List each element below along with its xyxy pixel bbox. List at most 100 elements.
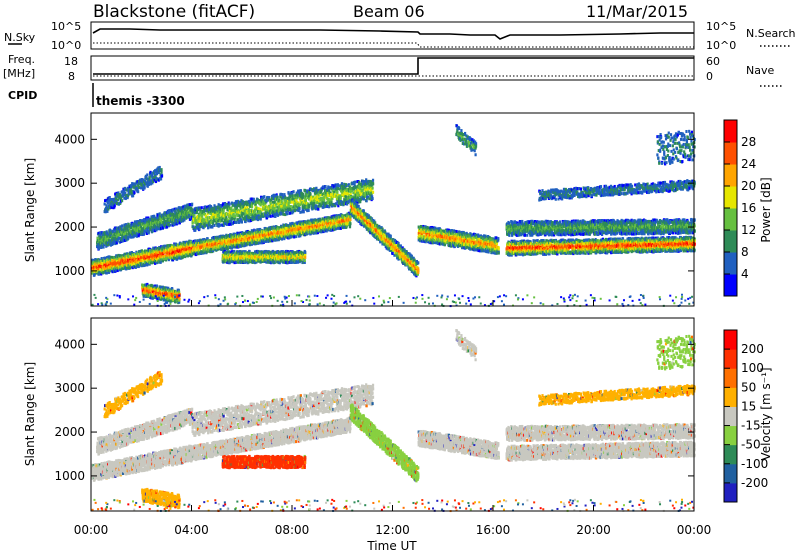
power-cell — [230, 206, 233, 210]
power-cell — [104, 199, 107, 203]
power-cell — [110, 205, 113, 209]
power-cell — [134, 253, 138, 257]
power-cell — [153, 178, 156, 182]
power-cell — [156, 213, 159, 217]
power-cell — [139, 222, 142, 226]
power-cell — [142, 187, 145, 191]
power-cell — [112, 265, 115, 269]
power-cell — [116, 269, 119, 273]
power-cell — [148, 176, 151, 180]
power-cell — [177, 245, 180, 249]
power-cell — [152, 176, 155, 180]
power-cell — [222, 209, 225, 213]
power-cell — [159, 227, 163, 231]
power-cell — [125, 228, 128, 232]
power-cell — [137, 224, 140, 228]
power-cell — [127, 222, 130, 226]
power-cell — [178, 221, 181, 225]
power-cell — [143, 232, 146, 236]
noise-right-tick-top: 10^5 — [706, 20, 736, 33]
power-cell — [149, 170, 152, 174]
power-cell — [152, 180, 155, 184]
power-cell — [286, 212, 289, 216]
power-cell — [136, 253, 139, 257]
power-cell — [171, 251, 174, 255]
power-cell — [111, 197, 115, 201]
power-cell — [122, 235, 126, 239]
power-cell — [96, 245, 99, 249]
power-cell — [150, 171, 154, 175]
power-cell — [183, 245, 186, 249]
power-cell — [136, 232, 139, 236]
power-cell — [130, 235, 133, 239]
freq-line — [93, 57, 694, 75]
power-cell — [112, 230, 115, 234]
power-cell — [170, 212, 174, 216]
power-cell — [233, 214, 237, 218]
power-cell — [96, 236, 99, 240]
power-cell — [174, 247, 177, 251]
power-cell — [133, 233, 136, 237]
power-cell — [127, 189, 130, 193]
power-cell — [119, 254, 122, 258]
power-cell — [139, 186, 142, 190]
power-cell — [135, 250, 138, 254]
power-cell — [188, 203, 191, 207]
power-cell — [114, 268, 117, 272]
power-cell — [212, 247, 215, 251]
power-cell — [196, 251, 199, 255]
power-cell — [126, 262, 129, 266]
power-cell — [119, 233, 122, 237]
power-cell — [176, 221, 180, 225]
power-cell — [119, 225, 122, 229]
power-cell — [104, 210, 107, 214]
power-cell — [290, 200, 293, 204]
power-cell — [162, 222, 165, 226]
power-cell — [133, 262, 136, 266]
power-cell — [188, 247, 191, 251]
power-cell — [175, 207, 178, 211]
power-cell — [116, 239, 119, 243]
power-cell — [132, 231, 135, 235]
power-cell — [281, 193, 284, 197]
power-heatmap-layer — [91, 124, 696, 308]
power-cell — [172, 253, 175, 257]
power-cell — [108, 235, 112, 239]
power-cell — [163, 218, 166, 222]
power-cell — [208, 247, 211, 251]
power-cell — [109, 206, 112, 210]
power-cell — [100, 236, 103, 240]
power-cell — [137, 185, 141, 189]
power-cell — [151, 253, 154, 257]
power-cell — [134, 265, 138, 269]
power-cell — [142, 230, 145, 234]
power-cell — [157, 220, 160, 224]
power-cell — [153, 223, 156, 227]
power-cell — [126, 266, 129, 270]
power-cell — [163, 254, 166, 258]
power-cell — [169, 246, 172, 250]
power-cell — [179, 213, 182, 217]
power-cell — [128, 227, 131, 231]
power-cell — [123, 259, 126, 263]
power-cell — [142, 178, 145, 182]
power-cell — [124, 191, 127, 195]
power-cell — [164, 215, 167, 219]
power-cell — [194, 239, 197, 243]
power-cell — [259, 217, 262, 221]
power-cell — [144, 174, 148, 178]
power-cell — [97, 247, 101, 251]
power-cell — [104, 259, 107, 263]
power-cell — [154, 261, 157, 265]
power-cell — [212, 249, 215, 253]
power-cell — [148, 182, 151, 186]
power-cell — [169, 215, 172, 219]
freq-left-tick-top: 18 — [64, 55, 78, 68]
power-cell — [138, 182, 141, 186]
power-cell — [250, 205, 254, 209]
power-cell — [154, 180, 158, 184]
power-cell — [167, 258, 170, 262]
power-cell — [123, 256, 126, 260]
power-cell — [159, 223, 163, 227]
power-cell — [156, 219, 159, 223]
